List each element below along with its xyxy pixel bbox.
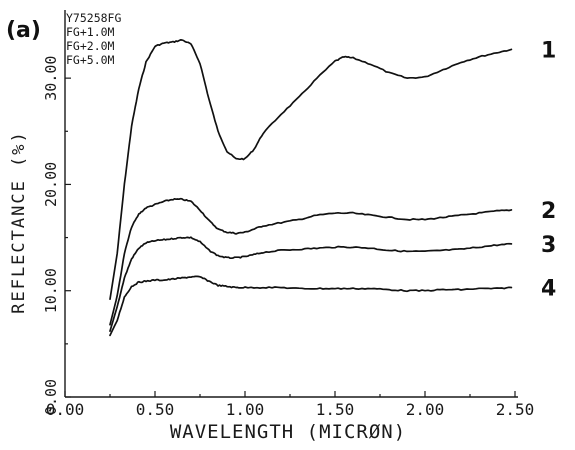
curve-label-3: 3 <box>541 233 556 258</box>
panel-label: (a) <box>6 18 41 43</box>
legend-entry: FG+5.0M <box>66 53 115 67</box>
x-tick-label: 2.50 <box>496 400 535 419</box>
series-line-3 <box>109 236 513 332</box>
x-tick-label: 1.00 <box>226 400 265 419</box>
curve-labels: 1 2 3 4 <box>541 38 556 301</box>
y-tick-label: 30.00 <box>42 56 60 101</box>
curve-label-1: 1 <box>541 38 556 63</box>
y-tick-label: 20.00 <box>42 162 60 207</box>
legend-entry: Y75258FG <box>66 11 121 25</box>
curve-label-2: 2 <box>541 199 556 224</box>
y-tick-label: 0.00 <box>42 379 60 415</box>
x-axis-label: WAVELENGTH (MICRØN) <box>170 421 406 443</box>
legend-entry: FG+1.0M <box>66 25 115 39</box>
x-tick-label: 0.00 <box>46 400 85 419</box>
curve-label-4: 4 <box>541 277 556 302</box>
y-tick-label: 10.00 <box>42 268 60 313</box>
series-line-1 <box>109 39 513 301</box>
x-tick-label: 0.50 <box>136 400 175 419</box>
x-tick-label: 1.50 <box>316 400 355 419</box>
series-line-4 <box>109 275 513 337</box>
legend: Y75258FG FG+1.0M FG+2.0M FG+5.0M <box>66 11 121 67</box>
series-line-2 <box>109 197 513 326</box>
axis-ticks: 0.00 0.50 1.00 1.50 2.00 2.50 0.00 10.00 20.00 30… <box>42 56 534 419</box>
y-axis-label: REFLECTANCE (%) <box>9 130 29 314</box>
series-curves <box>109 39 513 337</box>
x-tick-label: 2.00 <box>406 400 445 419</box>
legend-entry: FG+2.0M <box>66 39 115 53</box>
